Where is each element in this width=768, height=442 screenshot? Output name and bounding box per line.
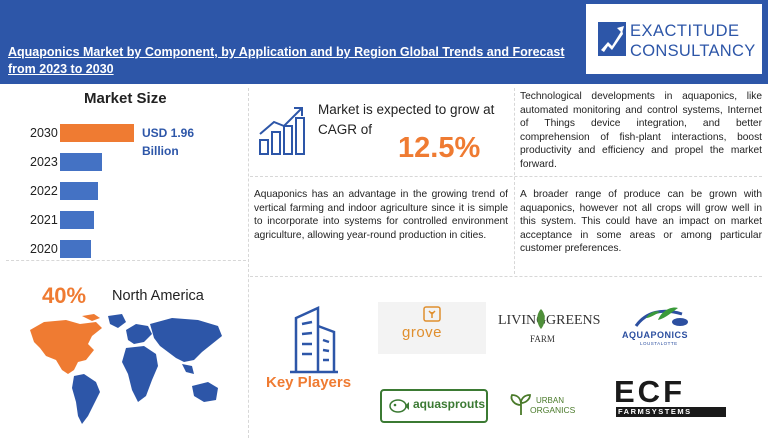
aquasprouts-word: aquasprouts	[413, 397, 486, 411]
company-logo: EXACTITUDE CONSULTANCY	[586, 4, 762, 74]
market-size-value-line2: Billion	[142, 144, 179, 158]
grove-leaf-icon	[423, 306, 441, 322]
aquasprouts-logo	[380, 389, 488, 423]
grove-word: grove	[402, 324, 443, 341]
market-size-value: USD 1.96 Billion	[142, 126, 194, 158]
divider	[250, 176, 762, 177]
paragraph-produce-range: A broader range of produce can be grown …	[520, 189, 762, 254]
logo-word-consultancy: CONSULTANCY	[630, 42, 756, 60]
divider	[250, 276, 762, 277]
logo-mark-icon	[598, 22, 626, 56]
region-name: North America	[112, 288, 204, 304]
market-size-value-line1: USD 1.96	[142, 126, 195, 140]
living-greens-leaf-icon	[537, 309, 545, 329]
market-size-bar	[60, 211, 94, 229]
market-size-bar	[60, 153, 102, 171]
market-size-title: Market Size	[84, 90, 167, 107]
divider	[514, 88, 515, 274]
market-size-bar	[60, 182, 98, 200]
page-title: Aquaponics Market by Component, by Appli…	[8, 45, 565, 76]
urban-organics-word2: ORGANICS	[530, 405, 576, 415]
divider	[248, 88, 249, 438]
region-percent: 40%	[42, 283, 87, 308]
aquaponics-subword: LOUSTALOTTE	[640, 341, 678, 346]
ecf-word: ECF	[614, 374, 685, 409]
ecf-subword: FARMSYSTEMS	[616, 407, 726, 417]
header-banner: Aquaponics Market by Component, by Appli…	[0, 0, 768, 84]
living-greens-word3: FARM	[530, 334, 555, 344]
paragraph-vertical-farming: Aquaponics has an advantage in the growi…	[254, 189, 508, 241]
bar-year-label: 2030	[30, 126, 58, 140]
aquasprouts-fish-icon	[389, 399, 409, 413]
building-icon	[290, 306, 338, 374]
divider	[6, 260, 246, 261]
aquaponics-word: AQUAPONICS	[622, 330, 689, 340]
world-map-icon	[30, 314, 222, 424]
aquaponics-logo-icon	[634, 307, 688, 327]
bar-year-label: 2020	[30, 242, 58, 256]
bar-year-label: 2022	[30, 184, 58, 198]
cagr-value: 12.5%	[398, 132, 481, 164]
urban-organics-leaf-icon	[510, 394, 531, 415]
key-players-title: Key Players	[266, 374, 352, 391]
cagr-text: Market is expected to grow at CAGR of	[318, 102, 495, 137]
living-greens-word2: GREENS	[546, 313, 601, 328]
bar-year-label: 2023	[30, 155, 58, 169]
market-size-bar	[60, 124, 134, 142]
grove-logo: grove	[378, 302, 486, 354]
growth-chart-icon	[259, 107, 305, 155]
urban-organics-word1: URBAN	[536, 396, 565, 405]
paragraph-technology: Technological developments in aquaponics…	[520, 91, 762, 170]
living-greens-word1: LIVING	[498, 313, 547, 328]
logo-word-exactitude: EXACTITUDE	[630, 22, 740, 40]
market-size-bar	[60, 240, 91, 258]
bar-year-label: 2021	[30, 213, 58, 227]
